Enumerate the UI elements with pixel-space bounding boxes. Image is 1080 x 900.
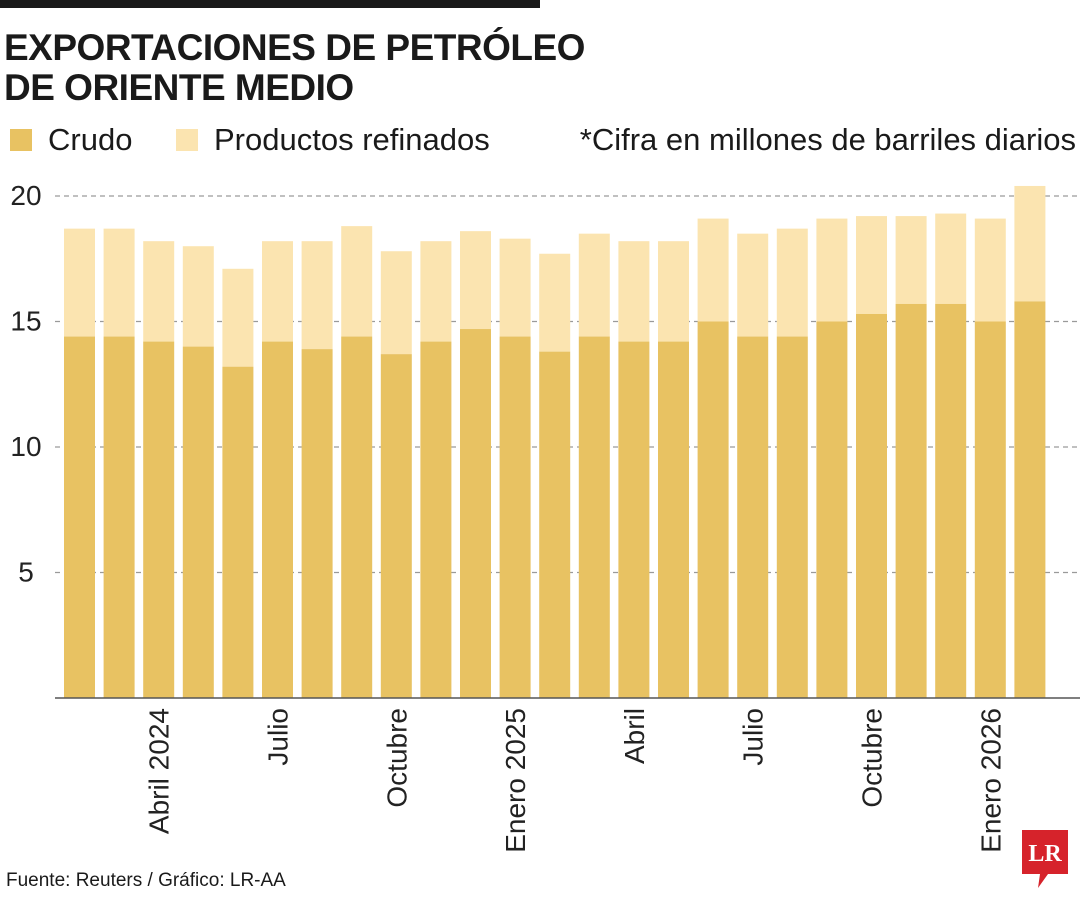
bar-refinados	[816, 218, 848, 322]
bar-crudo	[341, 336, 373, 698]
bar-crudo	[1014, 301, 1046, 698]
bar-refinados	[499, 238, 531, 337]
x-tick-label: Octubre	[857, 708, 888, 808]
legend-item-crudo: Crudo	[10, 120, 132, 160]
top-rule	[0, 0, 540, 8]
x-tick-label: Enero 2025	[500, 708, 531, 853]
title-line-2: DE ORIENTE MEDIO	[4, 67, 354, 108]
bar-crudo	[460, 329, 491, 698]
bar-crudo	[499, 336, 531, 698]
title-line-1: EXPORTACIONES DE PETRÓLEO	[4, 27, 585, 68]
bar-crudo	[301, 349, 333, 698]
stacked-bar-chart: 5 10 15 20 Abril 2024 Julio Octubre Enero 2025 A…	[10, 180, 1080, 853]
bar-refinados	[856, 216, 887, 314]
bar-crudo	[64, 336, 95, 698]
y-tick-label: 5	[18, 557, 34, 588]
bar-crudo	[222, 366, 254, 698]
lr-logo-shape	[1022, 830, 1068, 888]
bar-refinados	[103, 228, 135, 337]
bar-crudo	[182, 346, 214, 698]
bar-crudo	[103, 336, 135, 698]
bar-refinados	[737, 233, 769, 337]
legend-label-crudo: Crudo	[48, 122, 133, 157]
bar-crudo	[658, 341, 689, 698]
x-tick-label: Octubre	[381, 708, 412, 808]
bar-crudo	[776, 336, 808, 698]
bar-crudo	[856, 313, 887, 698]
bar-refinados	[341, 226, 373, 337]
bar-refinados	[578, 233, 610, 337]
bar-crudo	[262, 341, 293, 698]
bar-refinados	[301, 241, 333, 350]
bar-crudo	[143, 341, 175, 698]
bar-refinados	[895, 216, 927, 304]
y-tick-label: 10	[10, 431, 41, 462]
bar-crudo	[974, 321, 1006, 698]
x-tick-label: Abril	[619, 708, 650, 764]
legend-swatch-refinados	[176, 129, 198, 151]
bar-refinados	[935, 213, 967, 304]
x-tick-label: Julio	[263, 708, 294, 766]
bar-crudo	[539, 351, 571, 698]
bar-refinados	[222, 268, 254, 367]
bar-crudo	[935, 303, 967, 698]
x-tick-label: Julio	[738, 708, 769, 766]
bar-refinados	[420, 241, 452, 342]
bar-crudo	[420, 341, 452, 698]
legend-swatch-crudo	[10, 129, 32, 151]
bar-refinados	[460, 231, 491, 330]
bar-refinados	[1014, 185, 1046, 302]
bar-crudo	[578, 336, 610, 698]
bar-refinados	[380, 251, 412, 355]
bar-refinados	[658, 241, 689, 342]
bar-refinados	[64, 228, 95, 337]
x-tick-label: Abril 2024	[144, 708, 175, 834]
y-tick-label: 20	[10, 180, 41, 211]
source-credit: Fuente: Reuters / Gráfico: LR-AA	[6, 870, 286, 891]
bar-crudo	[618, 341, 650, 698]
bar-crudo	[697, 321, 729, 698]
lr-logo: LR	[1022, 830, 1068, 888]
y-tick-label: 15	[10, 306, 41, 337]
bar-refinados	[182, 246, 214, 347]
legend-label-refinados: Productos refinados	[214, 122, 490, 157]
bar-refinados	[539, 253, 571, 352]
legend: Crudo Productos refinados *Cifra en mill…	[10, 120, 1076, 160]
bar-refinados	[143, 241, 175, 342]
bar-crudo	[816, 321, 848, 698]
x-tick-label: Enero 2026	[975, 708, 1006, 853]
chart-title: EXPORTACIONES DE PETRÓLEO DE ORIENTE MED…	[4, 28, 585, 108]
bar-refinados	[974, 218, 1006, 322]
bar-crudo	[737, 336, 769, 698]
legend-item-refinados: Productos refinados	[176, 120, 490, 160]
bar-crudo	[380, 354, 412, 698]
bar-refinados	[776, 228, 808, 337]
bar-refinados	[697, 218, 729, 322]
bar-crudo	[895, 303, 927, 698]
bar-refinados	[618, 241, 650, 342]
unit-note: *Cifra en millones de barriles diarios	[579, 122, 1076, 157]
lr-logo-text: LR	[1028, 841, 1062, 867]
bar-refinados	[262, 241, 293, 342]
